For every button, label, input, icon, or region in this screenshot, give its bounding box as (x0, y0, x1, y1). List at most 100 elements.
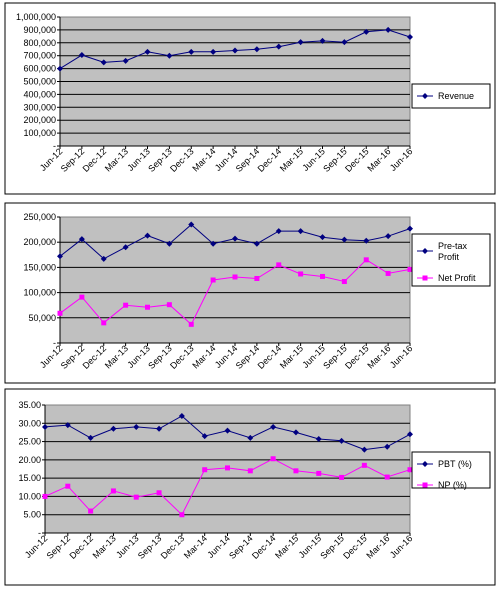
data-point (339, 474, 345, 480)
data-point (188, 221, 195, 228)
data-point (101, 320, 107, 326)
data-point (363, 257, 369, 263)
legend-label: NP (%) (438, 480, 467, 490)
data-point (87, 434, 94, 441)
data-point (319, 234, 326, 241)
y-tick-label: 800,000 (23, 38, 56, 48)
legend-marker (422, 461, 428, 467)
chart-1: - 100,000 200,000 300,000 400,000 500,000 600,… (4, 2, 496, 195)
y-tick-label: 250,000 (23, 212, 56, 222)
data-point (133, 494, 139, 500)
y-tick-label: - (53, 338, 56, 348)
y-tick-label: 10.00 (18, 491, 41, 501)
data-point (210, 277, 216, 283)
data-point (320, 273, 325, 279)
y-tick-label: - (53, 141, 56, 151)
legend-label: Net Profit (438, 273, 476, 283)
legend-marker (422, 248, 428, 254)
y-tick-label: 1,000,000 (16, 12, 56, 22)
data-point (210, 240, 217, 247)
data-point (156, 425, 163, 432)
data-point (110, 488, 116, 494)
data-point (78, 236, 85, 243)
data-point (79, 294, 85, 300)
data-point (122, 244, 129, 251)
data-point (384, 474, 390, 480)
data-point (210, 48, 217, 55)
y-tick-label: 700,000 (23, 51, 56, 61)
data-point (145, 304, 150, 310)
data-point (385, 26, 392, 33)
data-point (341, 279, 347, 285)
y-tick-label: 25.00 (18, 437, 41, 447)
chart-3: -5.0010.0015.0020.0025.0030.0035.00Jun-1… (4, 388, 496, 586)
data-point (275, 43, 282, 50)
data-point (166, 240, 173, 247)
legend: PBT (%) NP (%) (411, 451, 491, 490)
chart-2: -50,000100,000150,000200,000250,000Jun-1… (4, 202, 496, 384)
data-point (57, 310, 63, 316)
data-point (88, 508, 94, 514)
y-tick-label: 300,000 (23, 102, 56, 112)
data-point (292, 429, 299, 436)
data-point (78, 52, 85, 59)
data-point (156, 490, 162, 496)
data-point (64, 422, 71, 429)
data-point (297, 228, 304, 235)
data-point (253, 46, 260, 53)
data-point (100, 255, 107, 262)
data-point (270, 423, 277, 430)
data-point (133, 423, 140, 430)
data-point (166, 302, 172, 308)
legend-label: Revenue (438, 91, 474, 101)
y-tick-label: 600,000 (23, 64, 56, 74)
data-point (298, 271, 304, 277)
data-point (247, 434, 254, 441)
legend-marker (422, 482, 428, 488)
data-point (225, 465, 230, 471)
data-point (363, 28, 370, 35)
data-point (201, 433, 208, 440)
y-tick-label: 150,000 (23, 262, 56, 272)
data-point (338, 437, 345, 444)
data-point (270, 456, 276, 462)
data-point (363, 237, 370, 244)
y-tick-label: 5.00 (23, 510, 41, 520)
y-tick-label: 200,000 (23, 115, 56, 125)
legend: Pre-tax Profit Net Profit (411, 233, 491, 287)
data-point (232, 47, 238, 54)
data-point (188, 48, 195, 55)
data-point (407, 431, 413, 438)
data-point (319, 37, 326, 44)
data-point (253, 240, 260, 247)
data-point (42, 423, 48, 430)
data-point (247, 468, 253, 474)
data-point (254, 275, 260, 281)
data-point (178, 412, 185, 419)
data-point (384, 443, 391, 450)
y-tick-label: 35.00 (18, 400, 41, 410)
data-point (293, 468, 299, 474)
y-tick-label: 500,000 (23, 77, 56, 87)
data-point (315, 436, 322, 443)
data-point (144, 232, 151, 239)
data-point (361, 446, 368, 453)
data-point (179, 512, 185, 518)
y-tick-label: 20.00 (18, 455, 41, 465)
legend-label: Pre-tax Profit (438, 241, 468, 262)
data-point (407, 467, 413, 473)
y-tick-label: 100,000 (23, 288, 56, 298)
data-point (276, 262, 282, 268)
data-point (385, 270, 391, 276)
data-point (110, 425, 117, 432)
data-point (316, 470, 322, 476)
y-tick-label: - (38, 528, 41, 538)
data-point (224, 427, 231, 434)
data-point (341, 39, 348, 46)
data-point (42, 493, 48, 499)
legend-box (411, 451, 491, 489)
data-point (57, 253, 63, 260)
data-point (232, 235, 238, 242)
y-tick-label: 200,000 (23, 237, 56, 247)
